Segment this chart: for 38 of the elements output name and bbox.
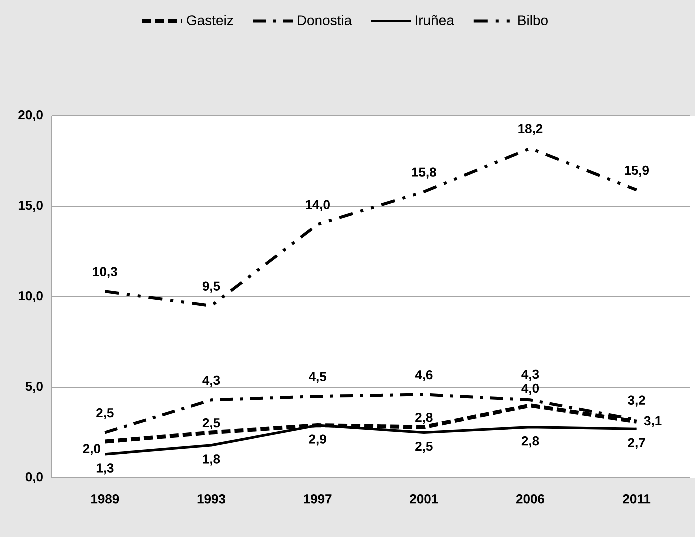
y-tick-label: 20,0 (18, 110, 43, 122)
data-label: 3,2 (628, 396, 646, 407)
legend-label: Donostia (298, 15, 352, 26)
x-tick-label: 2001 (410, 494, 438, 504)
legend-label: Gasteiz (187, 15, 234, 26)
legend-label: Bilbo (518, 15, 548, 26)
data-label: 4,6 (415, 370, 433, 382)
x-tick-label: 2011 (623, 494, 651, 504)
data-label: 2,0 (83, 444, 100, 456)
x-tick-label: 1997 (304, 494, 332, 504)
y-tick-label: 15,0 (18, 200, 43, 212)
data-label: 1,3 (96, 464, 114, 475)
data-label: 15,8 (412, 168, 436, 179)
data-label: 3,1 (644, 416, 662, 428)
x-tick-label: 2006 (516, 494, 544, 504)
data-label: 10,3 (93, 267, 118, 278)
data-label: 4,0 (522, 384, 540, 396)
data-label: 15,9 (624, 166, 649, 178)
y-tick-label: 0,0 (26, 472, 43, 484)
data-label: 2,5 (96, 408, 114, 420)
data-label: 2,5 (202, 418, 220, 430)
data-label: 2,8 (522, 436, 540, 448)
y-tick-label: 5,0 (26, 382, 43, 394)
data-label: 4,3 (202, 376, 220, 387)
x-tick-label: 1993 (198, 494, 226, 504)
data-label: 1,8 (203, 454, 220, 466)
x-tick-label: 1989 (92, 494, 120, 504)
data-label: 4,5 (309, 372, 327, 384)
legend-label: Iruñea (416, 15, 454, 26)
data-label: 18,2 (518, 124, 543, 136)
data-label: 14,0 (306, 200, 330, 212)
data-label: 9,5 (202, 282, 220, 293)
data-label: 2,9 (309, 434, 326, 446)
data-label: 2,5 (416, 442, 433, 454)
data-label: 2,7 (628, 438, 646, 450)
y-tick-label: 10,0 (18, 291, 43, 303)
data-label: 4,3 (522, 370, 540, 381)
data-label: 2,8 (416, 413, 433, 424)
